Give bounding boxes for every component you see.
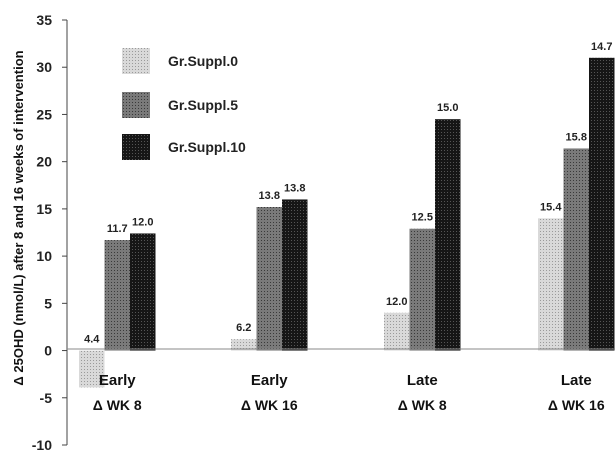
legend: Gr.Suppl.0 Gr.Suppl.5 Gr.Suppl.10 [122,48,246,160]
bar-gr-suppl-10-1 [282,199,308,351]
data-label: 14.7 [591,41,612,53]
y-tick-label: 15 [36,201,52,217]
y-axis-ticks: 35 30 25 20 15 10 5 0 -5 -10 [32,12,67,452]
category-label-line2: Δ WK 16 [548,397,605,413]
category-label-line2: Δ WK 8 [93,397,142,413]
legend-label: Gr.Suppl.5 [168,97,238,113]
category-label-line1: Early [251,372,288,389]
y-tick-label: 20 [36,154,52,170]
category-label-line1: Late [561,372,592,389]
legend-swatch [122,92,150,118]
bar-gr-suppl-0-0 [79,350,105,388]
y-tick-label: 0 [44,343,52,359]
bar-gr-suppl-10-2 [435,119,461,351]
bar-gr-suppl-0-2 [384,312,410,351]
bar-gr-suppl-5-0 [104,240,130,351]
data-label: 12.0 [386,296,407,308]
data-label: 12.0 [132,216,153,228]
data-label: 15.8 [566,131,587,143]
bar-gr-suppl-5-2 [409,228,435,351]
category-label-line2: Δ WK 16 [241,397,298,413]
legend-swatch [122,48,150,74]
data-label: 6.2 [236,322,251,334]
y-tick-label: 35 [36,12,52,28]
category-label-line1: Early [99,372,136,389]
bar-gr-suppl-5-1 [256,207,282,351]
bar-gr-suppl-10-0 [130,233,156,351]
category-labels: Early Δ WK 8 Early Δ WK 16 Late Δ WK 8 Late Δ W… [93,372,605,413]
y-tick-label: 30 [36,59,52,75]
y-tick-label: 10 [36,248,52,264]
data-label: 15.4 [540,201,562,213]
y-tick-label: 5 [44,295,52,311]
data-label: 11.7 [107,223,128,235]
category-label-line2: Δ WK 8 [398,397,447,413]
bar-gr-suppl-0-1 [231,339,257,351]
legend-label: Gr.Suppl.10 [168,139,246,155]
data-label: 13.8 [259,190,280,202]
data-label: 12.5 [412,212,433,224]
y-tick-label: -10 [32,437,52,452]
data-labels: 4.4 6.2 12.0 15.4 11.7 13.8 12.5 15.8 12.0 13.8 15… [84,41,612,346]
data-label: 4.4 [84,334,100,346]
bar-gr-suppl-0-3 [538,218,564,351]
bar-gr-suppl-10-3 [589,57,615,351]
y-axis-label: Δ 25OHD (nmol/L) after 8 and 16 weeks of… [11,50,26,385]
bars [79,57,615,388]
legend-swatch [122,134,150,160]
y-tick-label: -5 [40,390,53,406]
bar-gr-suppl-5-3 [563,148,589,351]
legend-label: Gr.Suppl.0 [168,53,238,69]
data-label: 15.0 [437,102,458,114]
y-axis-label-group: Δ 25OHD (nmol/L) after 8 and 16 weeks of… [11,50,26,385]
category-label-line1: Late [407,372,438,389]
data-label: 13.8 [284,182,305,194]
y-tick-label: 25 [36,106,52,122]
